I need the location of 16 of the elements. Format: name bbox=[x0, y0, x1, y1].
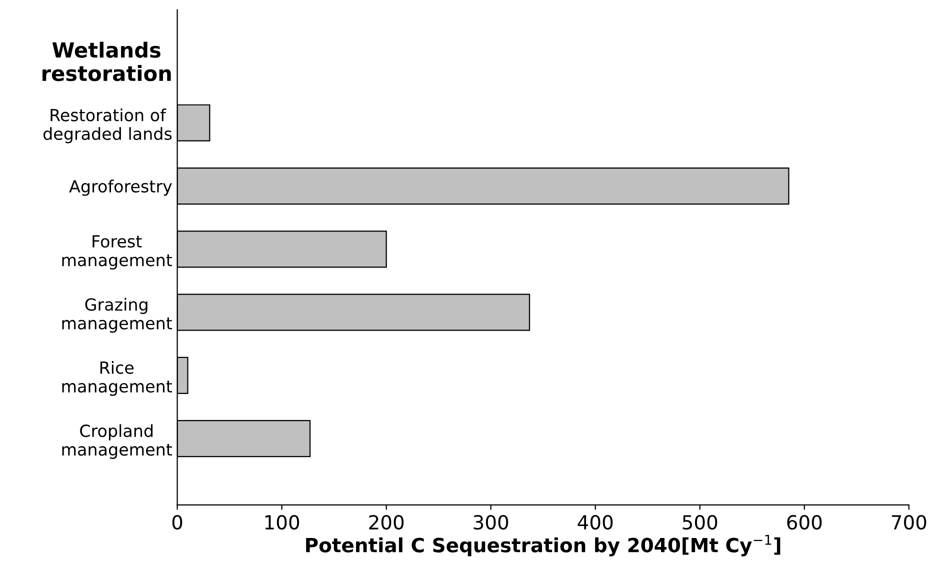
x-axis-title: Potential C Sequestration by 2040[Mt Cy$^{−1}$] bbox=[306, 534, 780, 556]
y-tick-label: Restoration of degraded lands bbox=[43, 108, 172, 144]
y-tick-label: Grazing management bbox=[62, 298, 172, 333]
x-tick-label: 300 bbox=[474, 514, 508, 530]
x-tick-label: 600 bbox=[787, 514, 822, 530]
x-tick-label: 100 bbox=[265, 514, 300, 530]
x-tick-label: 700 bbox=[892, 514, 926, 530]
y-tick-label: Agroforestry bbox=[69, 180, 172, 196]
x-tick-label: 400 bbox=[578, 514, 613, 530]
y-tick-label: Rice management bbox=[62, 361, 172, 396]
x-tick-label: 0 bbox=[172, 514, 182, 530]
y-tick-label: Wetlands restoration bbox=[42, 42, 171, 82]
y-tick-label: Cropland management bbox=[62, 424, 172, 459]
y-tick-label: Forest management bbox=[62, 235, 172, 270]
x-tick-label: 200 bbox=[369, 514, 404, 530]
x-tick-label: 500 bbox=[682, 514, 718, 530]
